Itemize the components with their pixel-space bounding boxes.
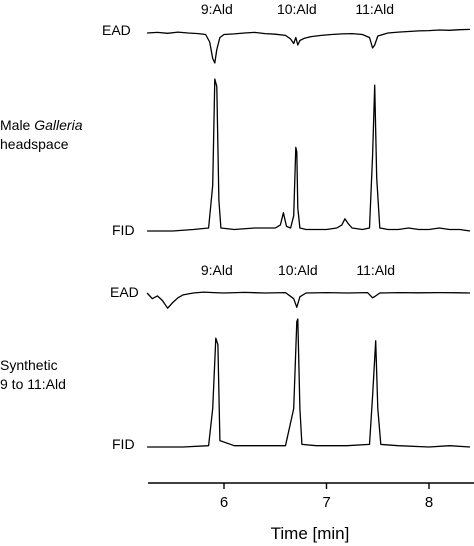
panel-2-sample-label: Synthetic 9 to 11:Ald [0,357,66,392]
x-tick-label-6: 6 [220,494,228,511]
panel-1-fid-label: FID [112,222,135,238]
panel-1-peak-label-10ald: 10:Ald [277,1,317,17]
panel-1-sample-label-italic: Galleria [34,117,82,133]
panel-1-sample-label-line-2: headspace [0,136,69,152]
panel-2-ead-trace [146,291,471,309]
panel-1-ead-label: EAD [102,22,131,38]
panel-2-peak-label-10ald: 10:Ald [278,262,318,278]
panel-2-peak-label-9ald: 9:Ald [201,262,233,278]
panel-1-sample-label-line-1: Male Galleria [0,117,83,133]
panel-1-peak-label-9ald: 9:Ald [201,1,233,17]
panel-male-galleria: EAD FID Male Galleria headspace 9:Ald 10… [0,1,471,238]
panel-2-fid-label: FID [112,436,135,452]
panel-1-ead-trace [147,28,471,64]
x-tick-label-8: 8 [425,494,433,511]
x-tick-label-7: 7 [322,494,330,511]
panel-2-ead-label: EAD [110,284,139,300]
panel-1-fid-trace [147,78,471,232]
panel-1-peak-label-11ald: 11:Ald [355,1,394,17]
x-axis-label: Time [min] [271,524,350,543]
panel-2-sample-label-line-2: 9 to 11:Ald [0,376,66,392]
panel-2-sample-label-line-1: Synthetic [0,357,58,373]
panel-synthetic: EAD FID Synthetic 9 to 11:Ald 9:Ald 10:A… [0,262,471,452]
x-axis: 6 7 8 Time [min] [148,482,474,543]
panel-2-peak-label-11ald: 11:Ald [356,262,395,278]
panel-2-fid-trace [147,318,471,448]
panel-1-sample-label: Male Galleria headspace [0,117,86,152]
panel-1-sample-label-plain: Male [0,117,34,133]
